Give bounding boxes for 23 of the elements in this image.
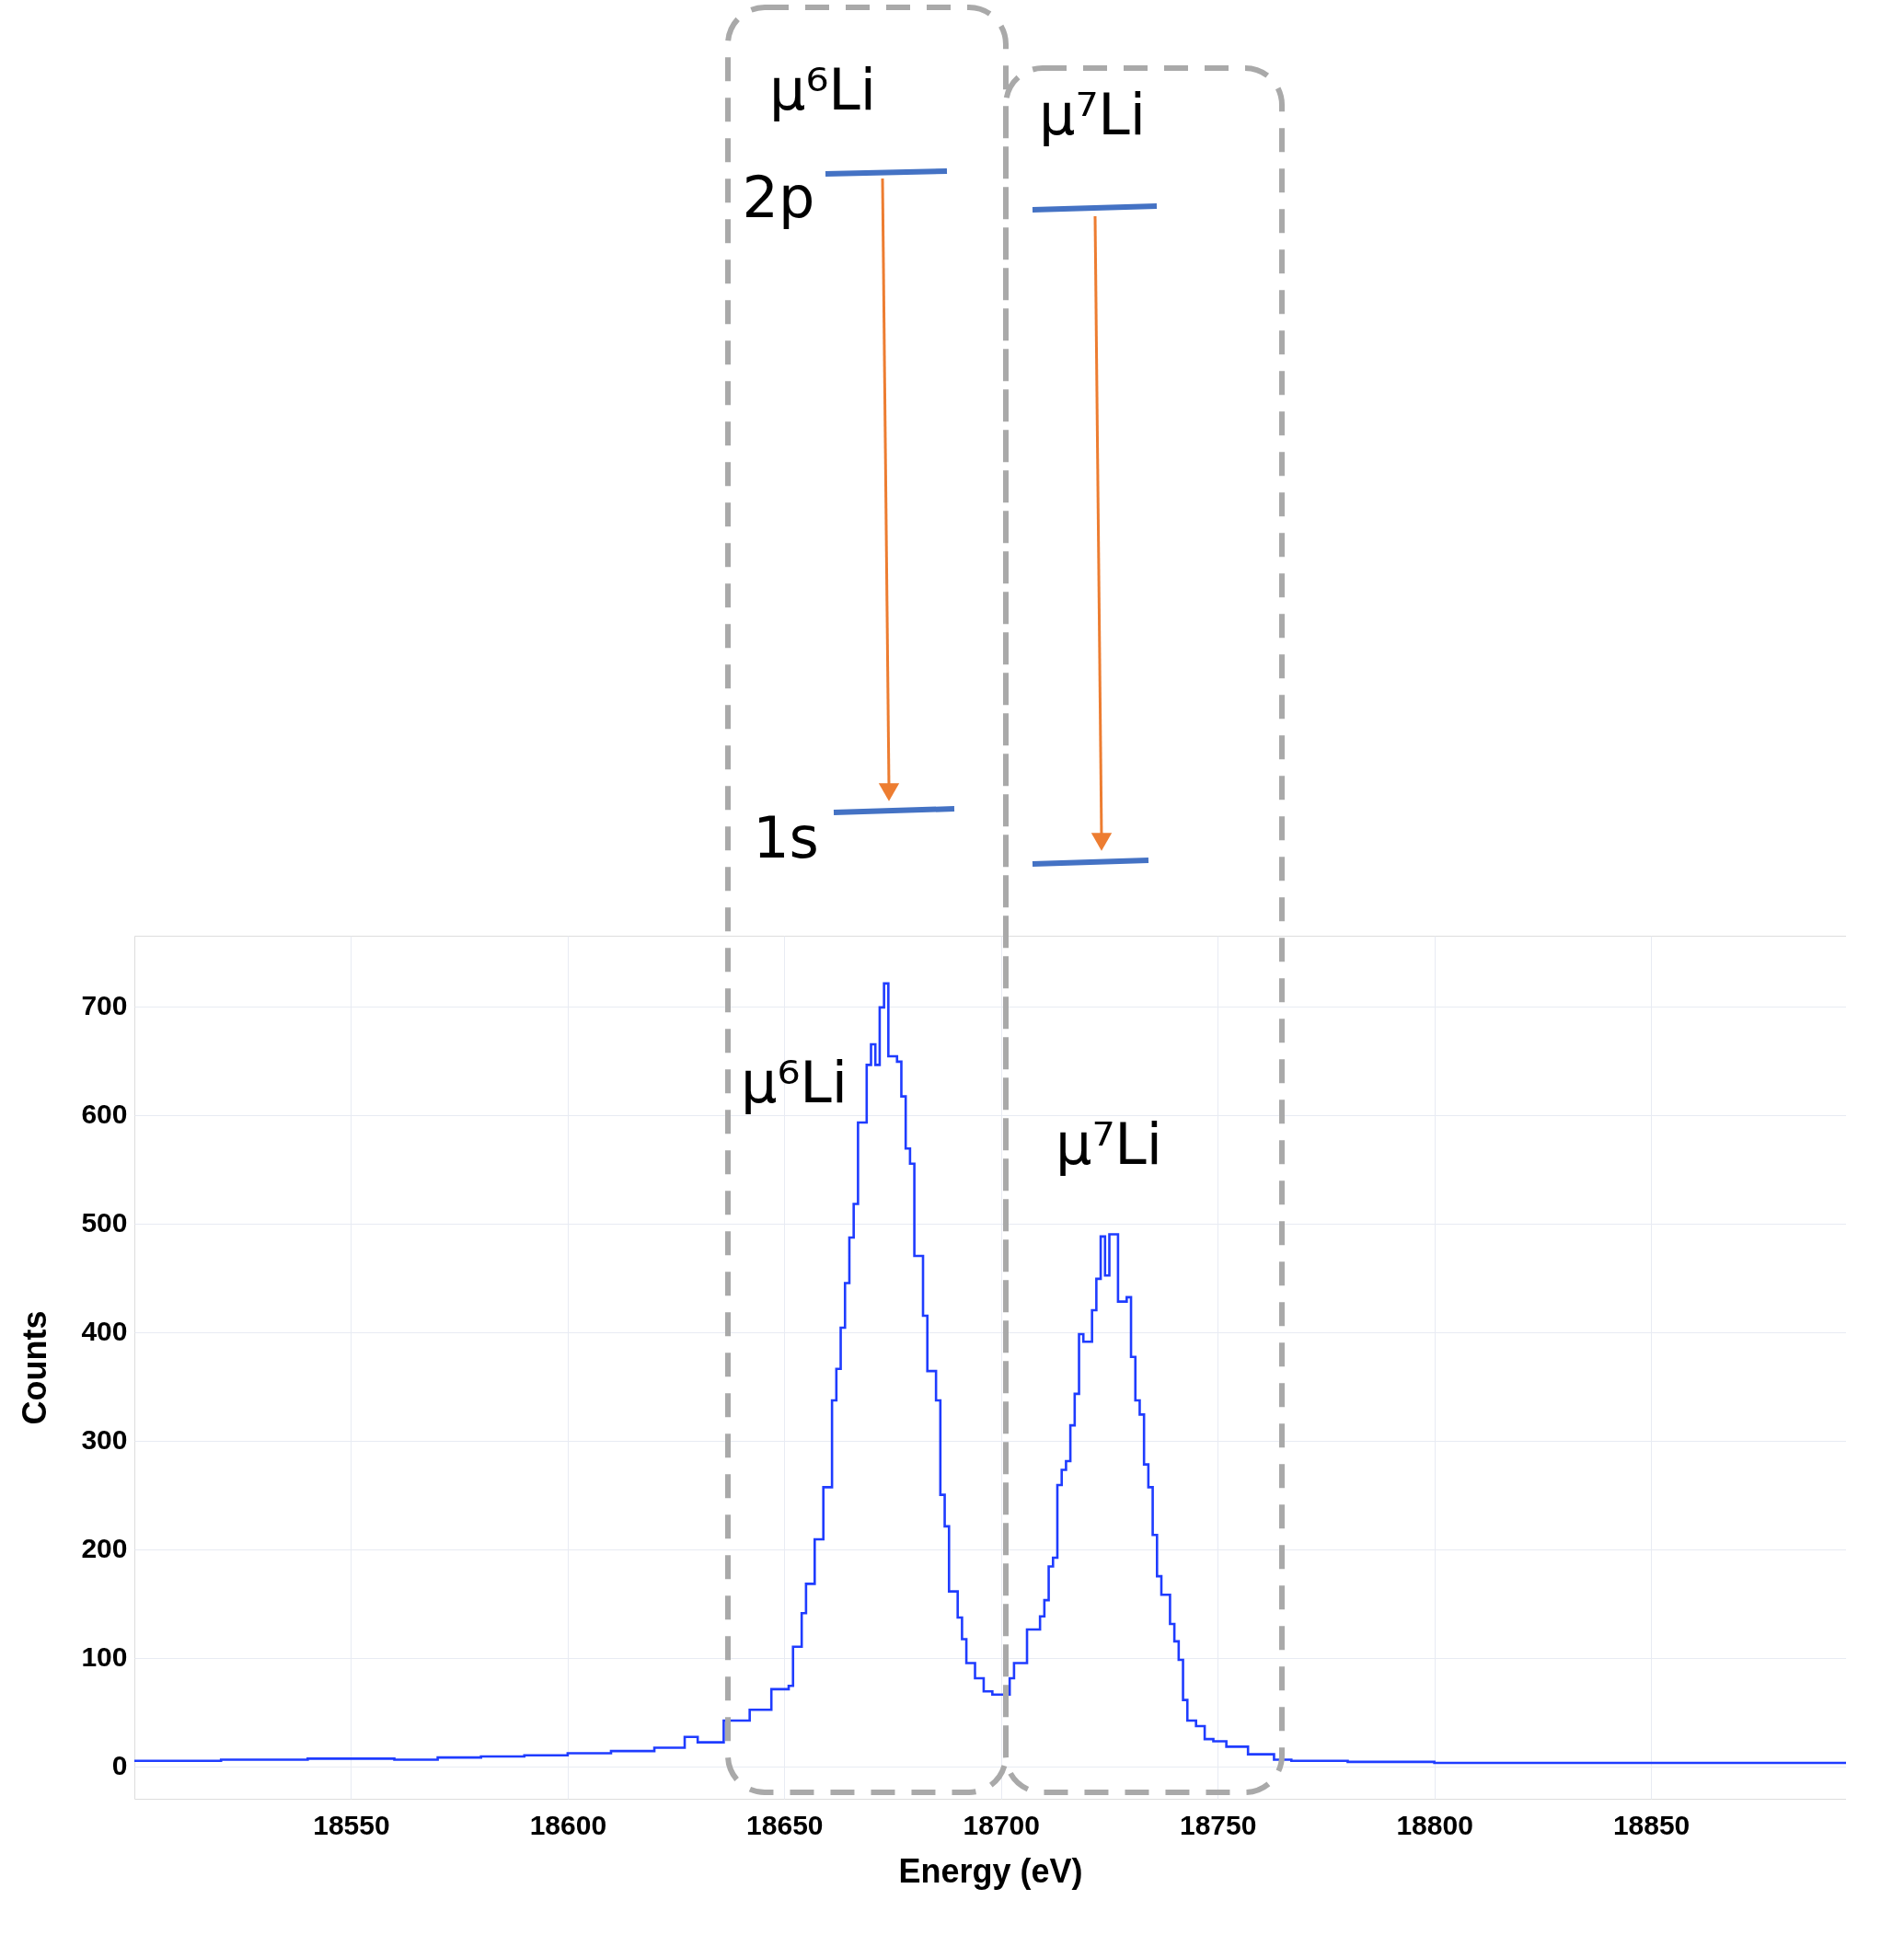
x-tick-label: 18850 [1612, 1809, 1691, 1840]
y-tick-label: 500 [81, 1207, 128, 1238]
y-tick-label: 200 [81, 1533, 128, 1564]
y-tick-label: 700 [81, 990, 128, 1021]
y-tick-label: 0 [111, 1750, 128, 1781]
x-axis-title: Energy (eV) [898, 1851, 1083, 1890]
y-tick-label: 300 [81, 1424, 128, 1456]
x-tick-label: 18800 [1396, 1809, 1473, 1840]
text: 2p [742, 164, 815, 231]
text: μ⁶Li [768, 56, 877, 123]
text: 1s [753, 804, 819, 871]
x-tick-label: 18700 [963, 1809, 1040, 1840]
x-tick-label: 18650 [746, 1809, 824, 1840]
text: μ⁷Li [1038, 81, 1147, 148]
annotation: μ⁷Li [1055, 1111, 1163, 1178]
y-tick-label: 100 [81, 1641, 128, 1673]
y-tick-label: 400 [81, 1316, 128, 1347]
y-tick-label: 600 [81, 1099, 128, 1130]
x-tick-label: 18750 [1180, 1809, 1257, 1840]
annotation: μ⁶Li [740, 1049, 848, 1116]
x-tick-label: 18550 [313, 1809, 390, 1840]
x-tick-label: 18600 [529, 1809, 607, 1840]
y-axis-title: Counts [16, 1310, 54, 1425]
